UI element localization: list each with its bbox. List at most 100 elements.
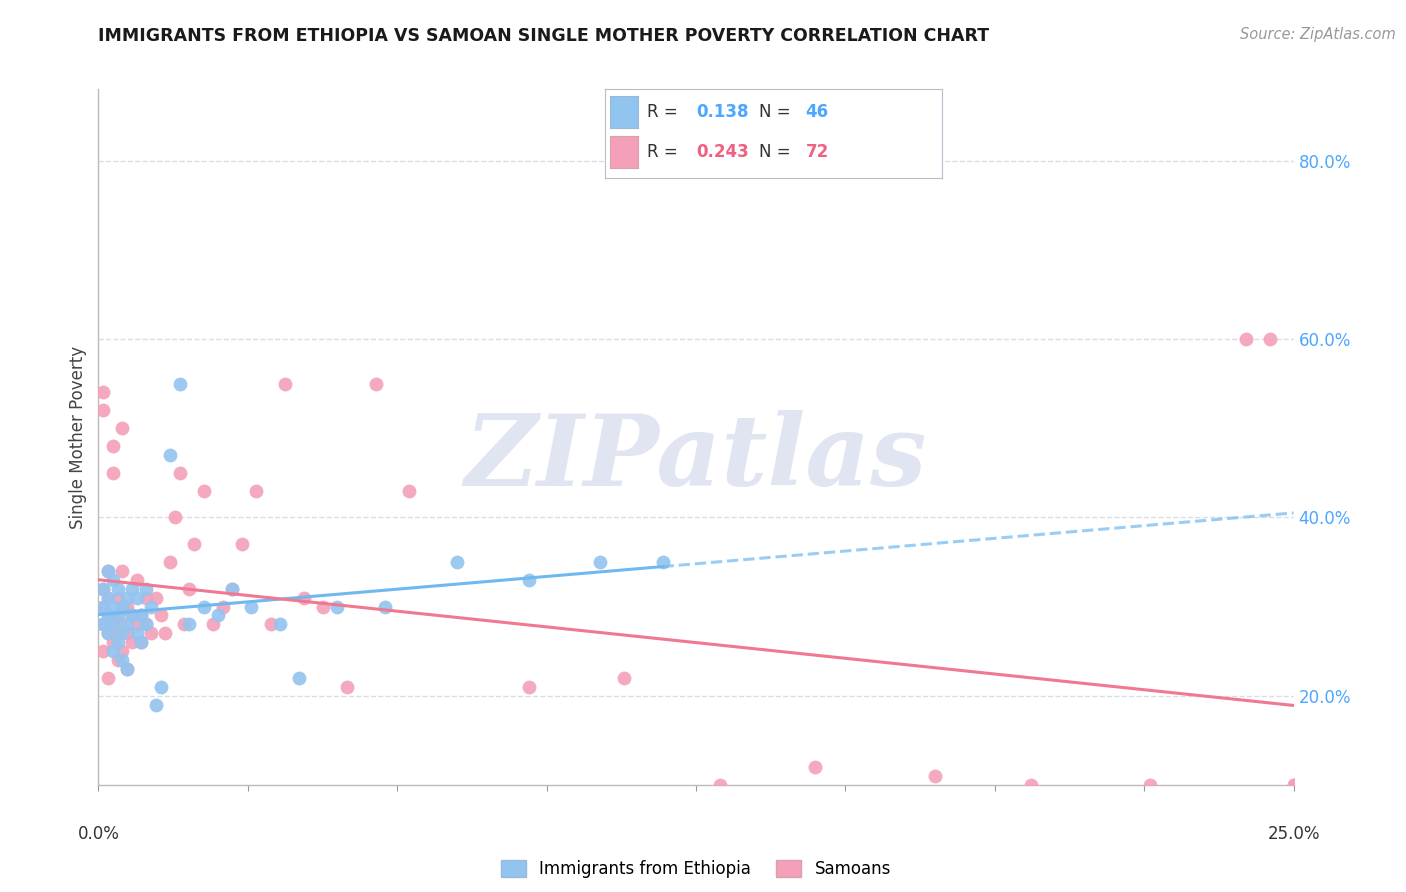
Text: 0.138: 0.138 <box>696 103 748 121</box>
Point <box>125 591 148 605</box>
Point <box>121 608 143 623</box>
Point <box>163 510 186 524</box>
Point <box>111 564 134 578</box>
Point <box>91 617 114 632</box>
Point <box>139 626 162 640</box>
Point <box>125 573 148 587</box>
Legend: Immigrants from Ethiopia, Samoans: Immigrants from Ethiopia, Samoans <box>495 853 897 885</box>
Point <box>179 617 201 632</box>
Point <box>231 537 253 551</box>
Point <box>111 644 134 658</box>
Point <box>115 599 138 614</box>
Point <box>240 599 263 614</box>
Point <box>312 599 335 614</box>
Point <box>145 591 167 605</box>
Point <box>169 376 191 391</box>
Point <box>202 617 225 632</box>
Point <box>374 599 396 614</box>
Point <box>245 483 267 498</box>
Point <box>115 626 138 640</box>
Point <box>651 555 673 569</box>
Point <box>111 626 134 640</box>
Point <box>107 591 129 605</box>
Point <box>145 698 167 712</box>
Point <box>139 599 162 614</box>
Point <box>97 591 120 605</box>
Text: 46: 46 <box>806 103 828 121</box>
Point <box>101 644 124 658</box>
Point <box>183 537 205 551</box>
Point <box>91 582 114 596</box>
Point <box>107 653 129 667</box>
Text: 0.243: 0.243 <box>696 143 749 161</box>
Point <box>1019 778 1042 792</box>
Point <box>1139 778 1161 792</box>
Point <box>1282 778 1305 792</box>
Text: 72: 72 <box>806 143 830 161</box>
Point <box>121 608 143 623</box>
Point <box>107 608 129 623</box>
Point <box>149 680 172 694</box>
Point <box>91 617 114 632</box>
Text: N =: N = <box>759 143 796 161</box>
Point <box>91 403 114 417</box>
Point <box>193 599 215 614</box>
Point <box>101 617 124 632</box>
Text: 0.0%: 0.0% <box>77 825 120 843</box>
Point <box>336 680 359 694</box>
Point <box>173 617 195 632</box>
Point <box>111 653 134 667</box>
Point <box>1292 778 1315 792</box>
Point <box>131 608 153 623</box>
Point <box>1282 778 1305 792</box>
Point <box>115 662 138 676</box>
Point <box>924 769 946 783</box>
Point <box>517 680 540 694</box>
Point <box>193 483 215 498</box>
Point <box>131 608 153 623</box>
Point <box>91 644 114 658</box>
Point <box>111 617 134 632</box>
Point <box>97 671 120 685</box>
Point <box>97 564 120 578</box>
Point <box>97 626 120 640</box>
Point <box>101 635 124 649</box>
Point <box>1296 778 1319 792</box>
Point <box>125 617 148 632</box>
Point <box>292 591 315 605</box>
Point <box>269 617 291 632</box>
Y-axis label: Single Mother Poverty: Single Mother Poverty <box>69 345 87 529</box>
Point <box>115 662 138 676</box>
Point <box>613 671 636 685</box>
Point <box>107 635 129 649</box>
Text: IMMIGRANTS FROM ETHIOPIA VS SAMOAN SINGLE MOTHER POVERTY CORRELATION CHART: IMMIGRANTS FROM ETHIOPIA VS SAMOAN SINGL… <box>98 27 990 45</box>
Point <box>101 439 124 453</box>
Point <box>115 617 138 632</box>
Point <box>131 635 153 649</box>
Point <box>1258 332 1281 346</box>
Point <box>135 617 157 632</box>
Point <box>149 608 172 623</box>
Text: R =: R = <box>647 103 683 121</box>
Point <box>1302 778 1324 792</box>
Point <box>446 555 468 569</box>
Point <box>179 582 201 596</box>
Text: 25.0%: 25.0% <box>1267 825 1320 843</box>
Point <box>91 599 114 614</box>
Text: N =: N = <box>759 103 796 121</box>
Text: R =: R = <box>647 143 683 161</box>
Point <box>101 573 124 587</box>
Text: ZIPatlas: ZIPatlas <box>465 409 927 506</box>
Text: Source: ZipAtlas.com: Source: ZipAtlas.com <box>1240 27 1396 42</box>
Point <box>364 376 387 391</box>
Point <box>207 608 229 623</box>
Point <box>221 582 243 596</box>
Point <box>91 385 114 400</box>
Point <box>97 591 120 605</box>
Point <box>101 599 124 614</box>
Point <box>589 555 612 569</box>
Point <box>211 599 233 614</box>
Point <box>274 376 297 391</box>
Point <box>259 617 281 632</box>
Point <box>135 582 157 596</box>
